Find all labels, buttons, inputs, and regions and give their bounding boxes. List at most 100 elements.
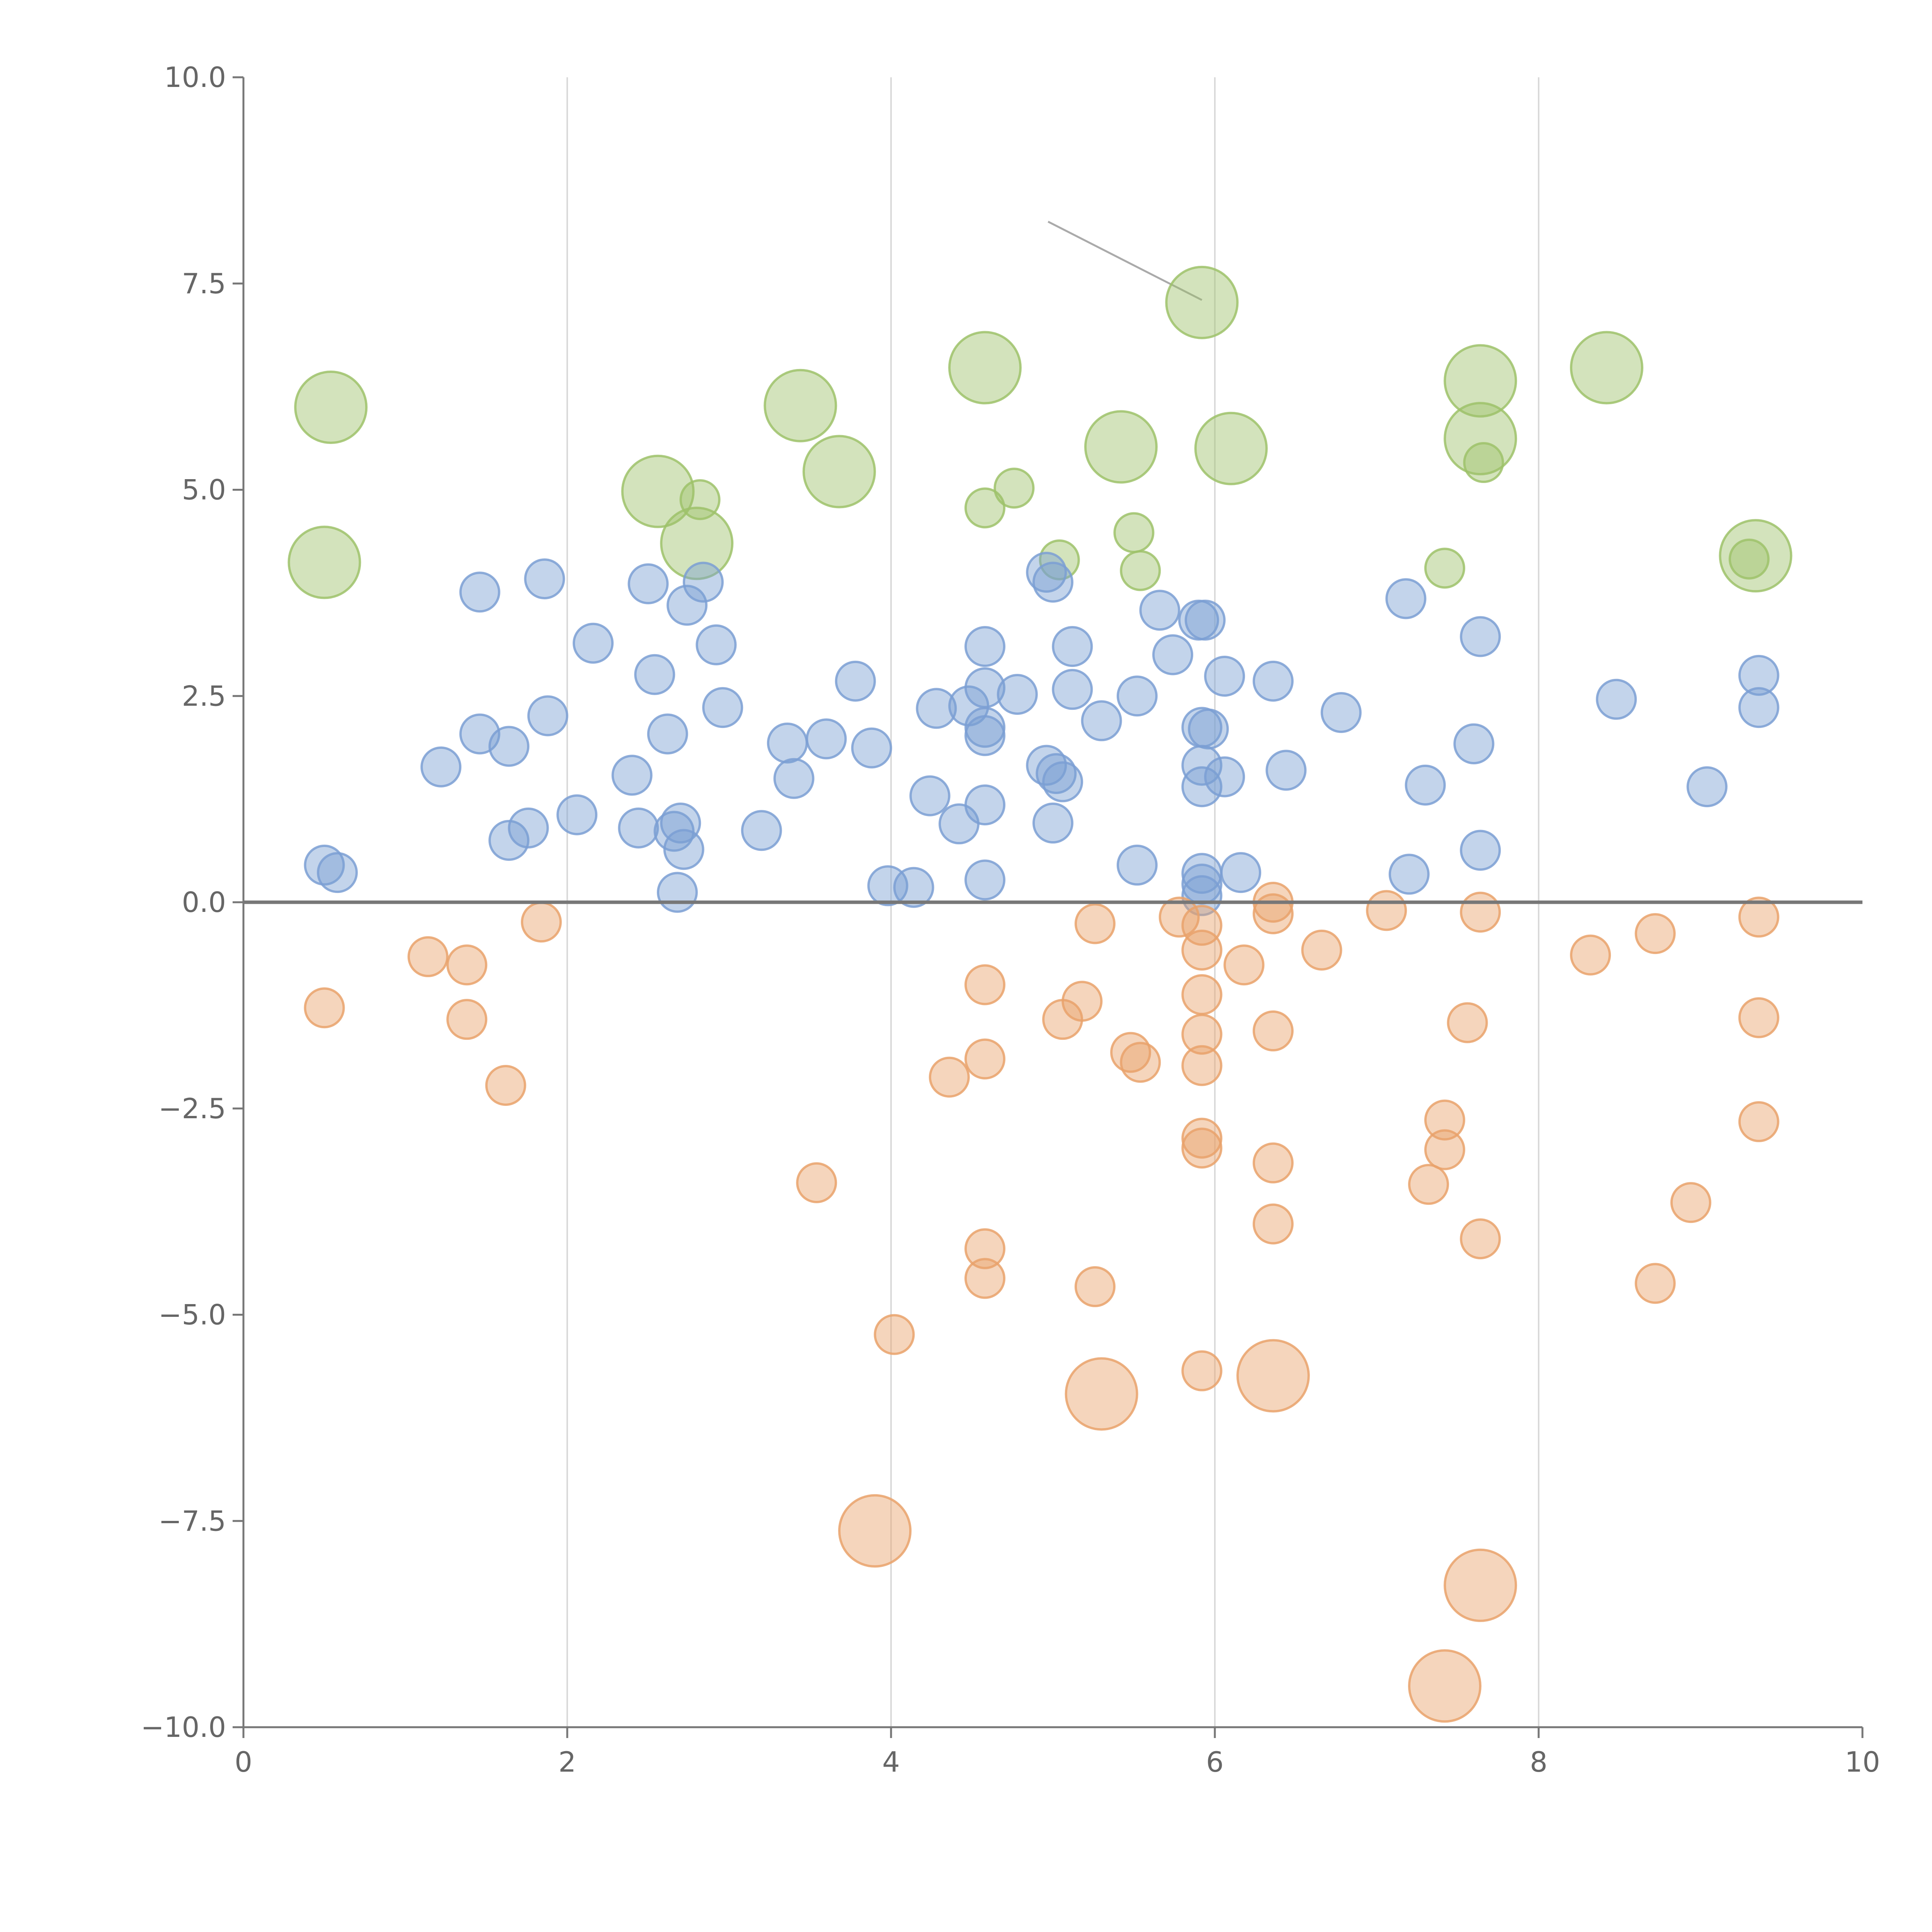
blue-point: [964, 859, 1006, 901]
orange-point: [1065, 1357, 1138, 1431]
orange-point: [1074, 903, 1116, 944]
orange-point: [1460, 891, 1501, 933]
orange-point: [1670, 1182, 1711, 1223]
blue-point: [1116, 844, 1158, 886]
x-tick-label: 6: [1206, 1746, 1224, 1778]
blue-point: [1181, 875, 1223, 916]
orange-point: [1444, 1548, 1517, 1622]
orange-point: [520, 901, 562, 943]
green-point: [1444, 402, 1517, 476]
orange-point: [1061, 981, 1103, 1022]
blue-point: [682, 561, 724, 603]
orange-point: [1223, 944, 1265, 986]
blue-point: [667, 585, 708, 626]
y-tick-label: 0.0: [182, 886, 226, 918]
orange-point: [1158, 896, 1200, 938]
orange-point: [1738, 997, 1779, 1038]
orange-point: [1181, 974, 1223, 1015]
blue-point: [806, 718, 847, 760]
green-point: [1463, 442, 1504, 483]
orange-point: [1181, 905, 1223, 946]
orange-point: [929, 1056, 970, 1098]
blue-point: [1220, 852, 1262, 893]
orange-point: [964, 1258, 1006, 1299]
orange-point: [1634, 913, 1676, 954]
blue-point: [702, 687, 743, 728]
blue-point: [656, 872, 698, 913]
annotation-line: [1048, 221, 1202, 301]
orange-point: [1738, 1101, 1779, 1142]
green-point: [993, 468, 1035, 509]
blue-point: [1139, 590, 1180, 631]
blue-point: [618, 807, 659, 849]
y-tick-label: −10.0: [141, 1711, 226, 1743]
blue-point: [1042, 761, 1083, 803]
orange-point: [838, 1494, 912, 1568]
blue-point: [964, 784, 1006, 826]
orange-point: [1181, 1014, 1223, 1055]
annotation-layer: [1048, 221, 1202, 301]
orange-point: [485, 1065, 526, 1106]
x-tick-label: 4: [882, 1746, 900, 1778]
orange-point: [446, 944, 488, 986]
green-point: [1113, 512, 1155, 553]
orange-point: [1252, 1010, 1294, 1052]
orange-point: [1120, 1042, 1161, 1083]
orange-point: [1634, 1263, 1676, 1304]
orange-point: [446, 999, 488, 1040]
y-tick-label: −2.5: [158, 1092, 226, 1125]
blue-point: [1204, 756, 1245, 798]
orange-point: [1074, 1266, 1116, 1307]
green-point: [948, 331, 1022, 405]
blue-point: [527, 695, 568, 736]
blue-point: [1252, 660, 1294, 702]
blue-point: [1460, 830, 1501, 871]
blue-point: [1738, 655, 1779, 696]
blue-point: [773, 758, 815, 799]
blue-point: [1052, 626, 1093, 667]
orange-point: [1252, 1142, 1294, 1184]
blue-point: [1152, 634, 1194, 675]
y-tick-label: 10.0: [164, 61, 226, 94]
y-tick-label: 7.5: [182, 267, 226, 300]
green-point: [964, 487, 1006, 529]
blue-point: [1596, 679, 1637, 720]
bubbles: [287, 265, 1793, 1723]
blue-point: [647, 713, 688, 755]
orange-point: [1236, 1339, 1310, 1413]
y-tick-labels: 10.0 7.5 5.0 2.5 0.0 −2.5 −5.0 −7.5 −10.0: [141, 61, 226, 1743]
blue-point: [1081, 700, 1122, 742]
orange-point: [1181, 1045, 1223, 1086]
green-point: [1120, 550, 1161, 591]
blue-point: [1052, 669, 1093, 710]
green-point: [1444, 344, 1517, 418]
orange-point: [1408, 1164, 1449, 1205]
blue-point: [1320, 692, 1362, 733]
blue-point: [1738, 687, 1779, 728]
blue-point: [916, 688, 957, 729]
blue-point: [997, 673, 1038, 715]
orange-point: [1424, 1099, 1465, 1141]
blue-point: [1116, 675, 1158, 717]
green-point: [679, 479, 721, 520]
orange-point: [1252, 1203, 1294, 1245]
x-tick-labels: 0 2 4 6 8 10: [235, 1746, 1880, 1778]
orange-point: [796, 1162, 837, 1203]
orange-point: [1447, 1002, 1488, 1043]
blue-point: [1453, 723, 1495, 765]
blue-point: [964, 626, 1006, 667]
blue-point: [696, 624, 737, 665]
blue-point: [1204, 656, 1245, 697]
blue-point: [1184, 599, 1226, 641]
orange-point: [1301, 929, 1342, 971]
y-tick-label: −7.5: [158, 1505, 226, 1537]
orange-point: [964, 1228, 1006, 1269]
blue-point: [556, 794, 598, 835]
blue-point: [909, 775, 951, 816]
orange-point: [1181, 1350, 1223, 1391]
orange-point: [1366, 890, 1407, 931]
y-tick-label: −5.0: [158, 1299, 226, 1331]
green-point: [621, 454, 695, 528]
green-point: [1424, 548, 1465, 589]
